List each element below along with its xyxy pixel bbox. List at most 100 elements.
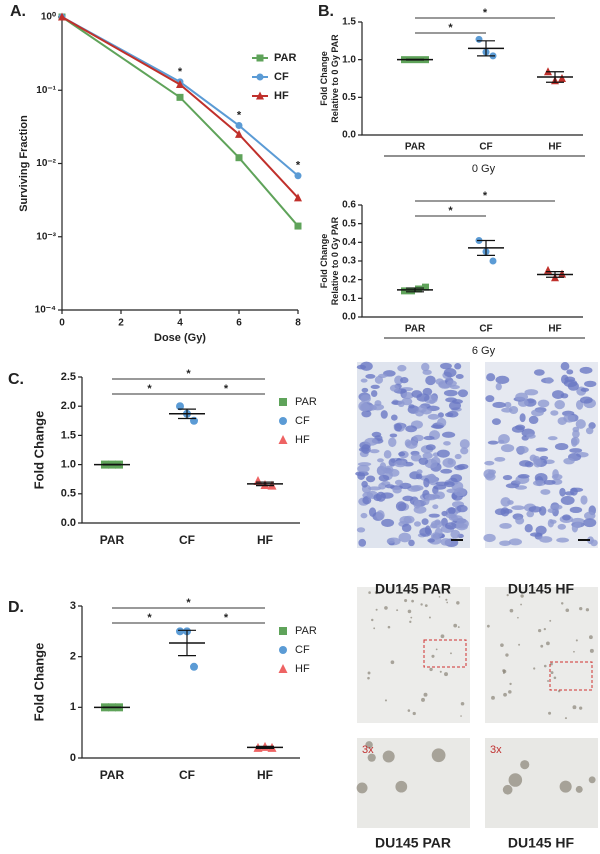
cell <box>378 474 390 482</box>
y-axis-label: Surviving Fraction <box>18 115 30 212</box>
y-tick-label: 10⁻⁴ <box>35 305 56 316</box>
cell <box>448 507 456 515</box>
marker <box>294 172 302 180</box>
cell <box>364 437 378 446</box>
cell <box>394 479 403 486</box>
colony-inset <box>357 738 470 828</box>
images: 3x 3x DU145 PAR DU145 HF DU145 PAR DU145 HF <box>355 361 598 851</box>
cell <box>515 392 529 401</box>
cell <box>378 482 387 490</box>
legend-marker <box>279 398 287 406</box>
cell <box>361 387 369 393</box>
colony <box>503 692 507 697</box>
cell <box>430 520 443 529</box>
cell <box>398 532 412 543</box>
cell <box>402 495 414 502</box>
cell <box>486 373 496 382</box>
cell <box>537 399 550 408</box>
y-axis-label: Fold Change <box>31 643 46 722</box>
series-line <box>61 16 299 177</box>
cell <box>535 447 548 452</box>
cell <box>442 457 456 468</box>
y-axis-label: Relative to 0 Gy PAR <box>330 34 340 123</box>
cell <box>381 518 395 527</box>
y-tick-label: 10⁰ <box>41 12 56 23</box>
cell <box>554 399 565 410</box>
cell <box>432 504 439 510</box>
cell <box>434 491 445 500</box>
colony <box>431 748 446 763</box>
cell <box>394 460 407 468</box>
legend-label: HF <box>295 663 310 675</box>
cell <box>528 415 539 425</box>
error-bar <box>406 287 424 293</box>
cell <box>421 362 430 372</box>
error-bar <box>406 58 424 61</box>
cell <box>574 522 582 529</box>
marker <box>544 265 552 274</box>
cell <box>531 409 544 417</box>
x-tick-label: CF <box>179 533 195 547</box>
error-bar <box>103 463 121 466</box>
cell <box>539 455 549 461</box>
colony <box>367 671 371 675</box>
cell <box>425 444 436 451</box>
cell <box>515 517 525 525</box>
legend-label: PAR <box>295 396 317 408</box>
cell <box>494 456 506 462</box>
x-tick-label: HF <box>548 142 561 153</box>
significance-label: * <box>448 22 453 34</box>
cell <box>552 390 565 399</box>
error-bar <box>256 481 274 487</box>
cell <box>540 489 551 495</box>
significance-label: * <box>147 612 152 624</box>
cell <box>450 474 463 483</box>
colony <box>460 701 465 706</box>
error-bar <box>178 408 196 420</box>
cell <box>443 441 451 446</box>
colony <box>387 625 391 629</box>
y-tick-label: 0.4 <box>342 237 356 248</box>
significance-label: * <box>186 597 191 609</box>
cell <box>411 390 423 398</box>
cell <box>423 435 435 441</box>
colony <box>410 616 413 619</box>
cell <box>554 443 569 451</box>
cell <box>454 487 466 497</box>
cell <box>569 506 583 514</box>
cell <box>487 440 499 445</box>
axis <box>81 377 300 524</box>
colony <box>579 706 583 710</box>
cell <box>539 536 553 543</box>
legend-marker <box>256 54 264 62</box>
legend-label: HF <box>295 434 310 446</box>
cell <box>570 487 584 492</box>
cell <box>378 373 388 379</box>
cell <box>456 504 468 513</box>
series-line <box>61 16 299 199</box>
cell <box>580 495 588 505</box>
cell <box>434 527 443 538</box>
cell <box>359 402 370 412</box>
cell <box>389 433 398 438</box>
legend-marker <box>279 646 287 654</box>
cell <box>358 538 367 547</box>
cell <box>460 447 469 455</box>
cell <box>500 507 510 517</box>
cell <box>515 424 526 431</box>
cell <box>575 419 586 429</box>
colony <box>506 594 509 597</box>
y-tick-label: 10⁻³ <box>36 231 56 242</box>
cell <box>457 389 468 398</box>
cell <box>370 390 378 397</box>
annotation: * <box>178 66 183 78</box>
colony <box>444 672 449 677</box>
cell <box>394 423 402 432</box>
colony <box>438 596 441 598</box>
cell <box>408 539 415 547</box>
cell <box>450 515 463 522</box>
cell <box>560 361 570 371</box>
error-bar <box>178 629 196 657</box>
significance-label: * <box>483 190 488 202</box>
cell <box>560 495 575 505</box>
